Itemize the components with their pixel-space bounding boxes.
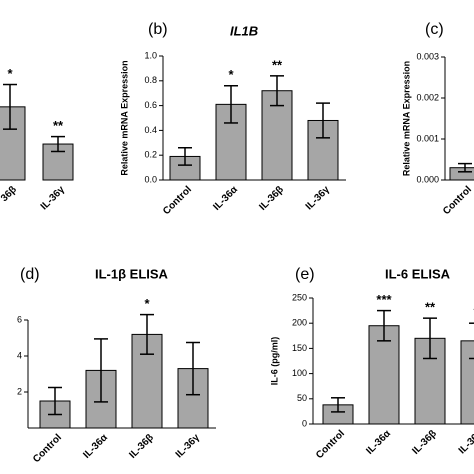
significance: ** — [53, 118, 64, 133]
panel-label: (c) — [425, 21, 444, 38]
bar — [368, 325, 400, 425]
y-tick-label: 0.003 — [416, 51, 439, 61]
y-tick-label: 4 — [17, 350, 22, 360]
y-tick-label: 0.8 — [144, 75, 157, 85]
y-tick-label: 2 — [17, 386, 22, 396]
y-tick-label: 0 — [302, 418, 307, 428]
y-tick-label: 100 — [292, 368, 307, 378]
bar — [449, 167, 474, 181]
panel-label: (b) — [148, 21, 168, 38]
chart-title: IL1B — [230, 23, 258, 38]
chart-title: IL-1β ELISA — [95, 266, 169, 281]
y-tick-label: 50 — [297, 393, 307, 403]
significance: ** — [425, 300, 436, 315]
significance: * — [144, 296, 150, 311]
y-tick-label: 0.6 — [144, 100, 157, 110]
y-tick-label: 150 — [292, 343, 307, 353]
significance: ** — [272, 57, 283, 72]
y-tick-label: 0.001 — [416, 133, 439, 143]
y-axis-label: Relative mRNA Expression — [119, 60, 129, 175]
significance: * — [228, 67, 234, 82]
y-tick-label: 250 — [292, 292, 307, 302]
bar — [460, 340, 474, 425]
y-tick-label: 0.000 — [416, 174, 439, 184]
y-tick-label: 0.4 — [144, 125, 157, 135]
panel-label: (d) — [20, 266, 40, 283]
y-tick-label: 1.0 — [144, 50, 157, 60]
bar — [0, 106, 26, 181]
y-tick-label: 200 — [292, 318, 307, 328]
panel-label: (e) — [295, 266, 315, 283]
y-axis-label: IL-6 (pg/ml) — [269, 337, 279, 386]
significance: *** — [376, 292, 392, 307]
y-tick-label: 0.0 — [144, 174, 157, 184]
y-tick-label: 0.002 — [416, 92, 439, 102]
chart-title: IL-6 ELISA — [385, 266, 451, 281]
significance: * — [7, 66, 13, 81]
y-tick-label: 6 — [17, 314, 22, 324]
y-tick-label: 0.2 — [144, 150, 157, 160]
y-axis-label: Relative mRNA Expression — [401, 61, 411, 176]
